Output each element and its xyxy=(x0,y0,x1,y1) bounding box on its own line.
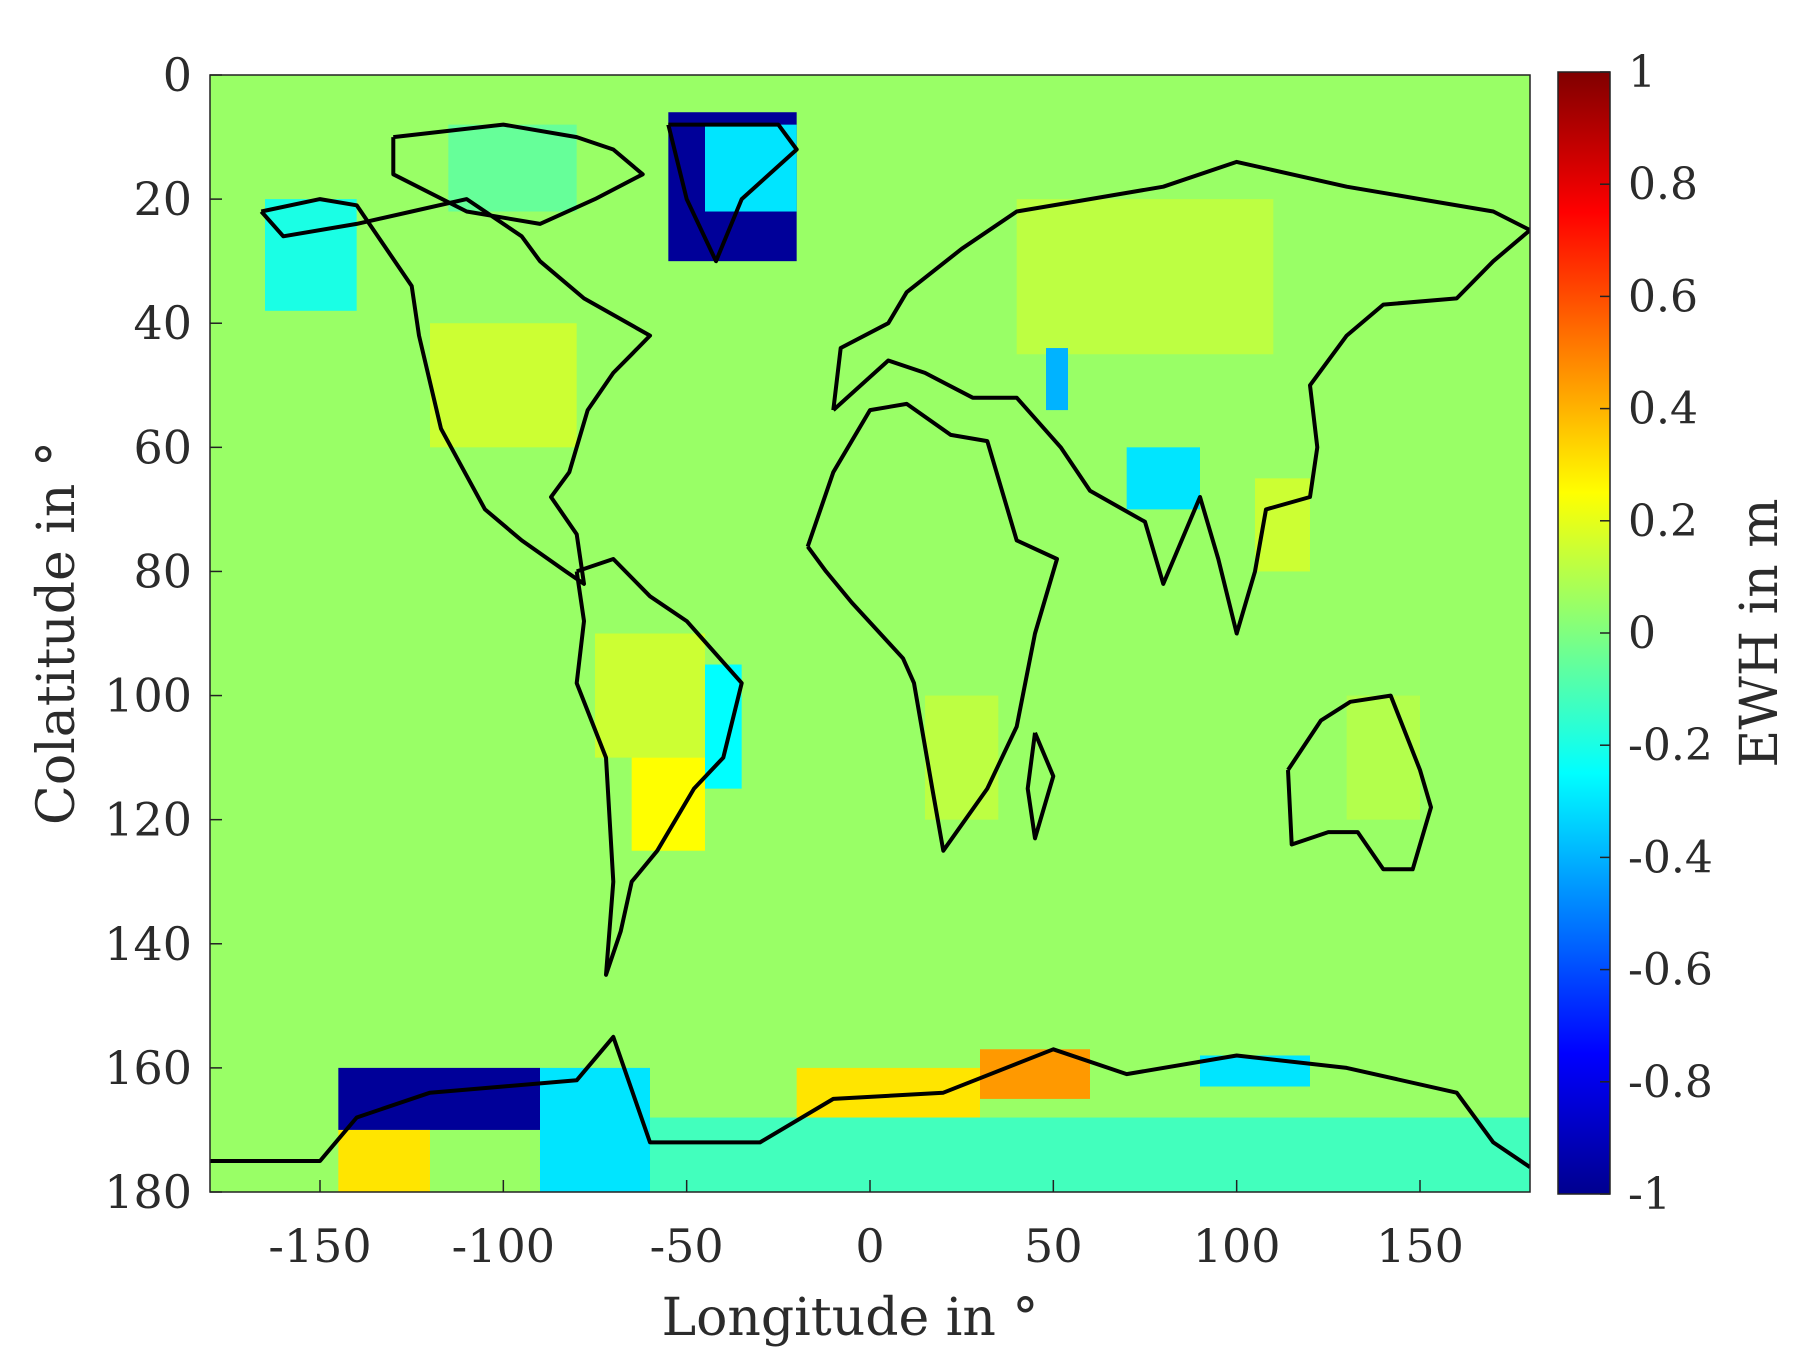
ewh-region-cell xyxy=(338,1067,540,1130)
y-tick-label: 180 xyxy=(104,1165,192,1219)
y-axis-ticks: 0 20 40 60 80 100 120 140 160 180 xyxy=(104,48,222,1219)
x-tick-label: -50 xyxy=(650,1219,724,1273)
x-axis-label: Longitude in ° xyxy=(662,1288,1039,1348)
x-tick-label: 0 xyxy=(855,1219,884,1273)
coastline-path xyxy=(666,122,799,264)
background-field xyxy=(210,75,1530,1192)
x-tick-label: 150 xyxy=(1376,1219,1464,1273)
colorbar-tick-label: 1 xyxy=(1628,47,1656,98)
y-tick-label: 160 xyxy=(104,1041,192,1095)
ewh-region-cell xyxy=(265,199,357,311)
x-tick-label: 100 xyxy=(1193,1219,1281,1273)
coastline-overlay xyxy=(210,122,1530,1169)
heatmap-area xyxy=(210,75,1530,1192)
y-tick-label: 20 xyxy=(133,172,192,226)
colorbar-tick-label: -0.8 xyxy=(1628,1057,1713,1108)
x-axis-ticks: -150 -100 -50 0 50 100 150 xyxy=(268,1180,1464,1273)
ewh-region-cell xyxy=(631,757,705,851)
ewh-region-cell xyxy=(1126,447,1200,510)
coastline-path xyxy=(210,1034,1530,1169)
colorbar-label: EWH in m xyxy=(1730,498,1790,767)
colorbar-tick-label: -1 xyxy=(1628,1169,1671,1220)
ewh-region-cell xyxy=(1046,348,1068,411)
ewh-region-cell xyxy=(338,1129,430,1192)
x-tick-label: -150 xyxy=(268,1219,371,1273)
ewh-region-cell xyxy=(448,124,577,212)
coastline-path xyxy=(574,557,744,977)
coastline-path xyxy=(259,197,652,586)
colorbar-tick-label: 0.2 xyxy=(1628,496,1698,547)
colorbar-ticks: 1 0.8 0.6 0.4 0.2 0 -0.2 -0.4 -0.6 -0.8 -1 xyxy=(1600,47,1713,1220)
ewh-region-cell xyxy=(796,1067,980,1118)
ewh-region-cell xyxy=(540,1067,650,1192)
colorbar-tick-label: -0.6 xyxy=(1628,945,1713,996)
y-tick-label: 100 xyxy=(104,669,192,723)
colorbar-tick-label: 0.6 xyxy=(1628,271,1698,322)
coastline-path xyxy=(1286,693,1433,872)
coastline-path xyxy=(831,159,1530,636)
y-tick-label: 60 xyxy=(133,420,192,474)
coastline-path xyxy=(805,401,1059,853)
x-tick-label: -100 xyxy=(452,1219,555,1273)
y-axis-label: Colatitude in ° xyxy=(27,441,87,825)
y-tick-label: 80 xyxy=(133,544,192,598)
colorbar-tick-label: -0.4 xyxy=(1628,832,1713,883)
ewh-region-cell xyxy=(595,633,705,758)
coastline-path xyxy=(1025,732,1056,841)
y-tick-label: 0 xyxy=(163,48,192,102)
colorbar-tick-label: -0.2 xyxy=(1628,720,1713,771)
ewh-region-cell xyxy=(705,124,797,212)
coastline-path xyxy=(391,122,645,226)
x-tick-label: 50 xyxy=(1024,1219,1083,1273)
colorbar-tick-label: 0.4 xyxy=(1628,384,1698,435)
colorbar-tick-label: 0.8 xyxy=(1628,159,1698,210)
colorbar-tick-label: 0 xyxy=(1628,608,1656,659)
y-tick-label: 120 xyxy=(104,793,192,847)
ewh-region-cell xyxy=(650,1117,1530,1192)
ewh-region-cell xyxy=(925,695,999,820)
ewh-region-cell xyxy=(1346,695,1420,820)
y-tick-label: 40 xyxy=(133,296,192,350)
y-tick-label: 140 xyxy=(104,917,192,971)
ewh-region-cell xyxy=(1016,199,1274,355)
ewh-region-cell xyxy=(430,323,577,448)
